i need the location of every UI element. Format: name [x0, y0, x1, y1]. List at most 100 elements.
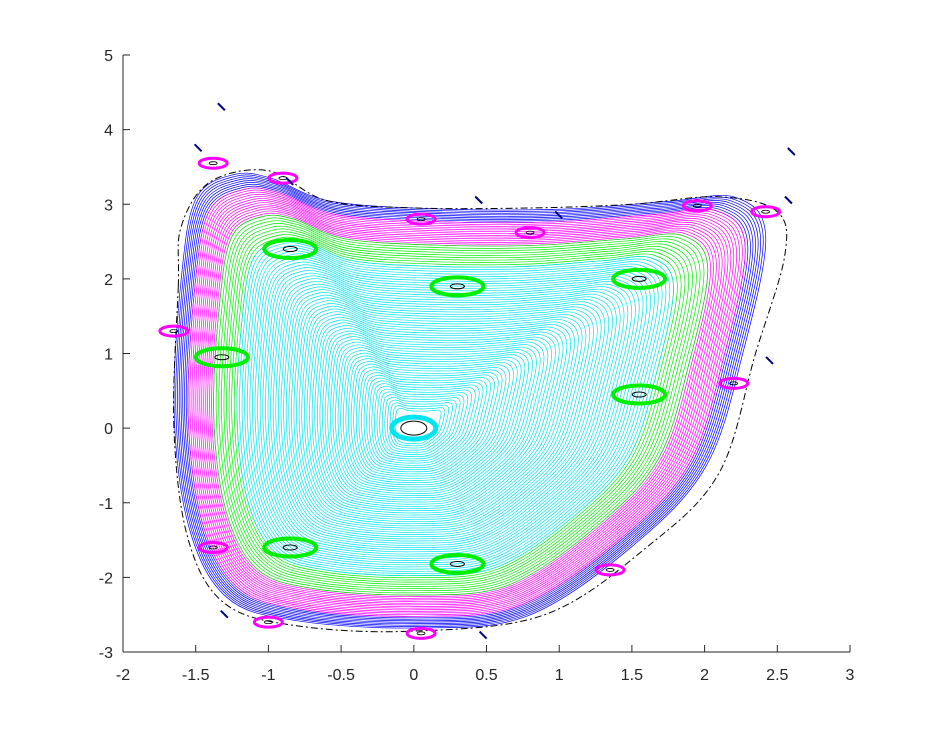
resonance-island-center	[214, 354, 230, 361]
resonance_band-curve	[220, 223, 697, 589]
resonance_band-curve	[213, 214, 709, 596]
inner_core-curve	[332, 341, 533, 496]
outer-island-center	[208, 161, 218, 166]
outer-island	[405, 626, 437, 640]
inner_core-curve	[246, 250, 659, 568]
outer_layer-curve	[197, 198, 732, 609]
x-tick-label: 0.5	[475, 667, 497, 684]
y-tick-label: 2	[104, 272, 113, 289]
tiny-island-mark	[784, 195, 793, 205]
outer-island-center	[416, 631, 426, 636]
inner_core-curve	[309, 316, 568, 516]
outer-island	[681, 199, 713, 213]
inner_core-curve	[278, 283, 613, 542]
outer_layer-curve	[207, 208, 717, 601]
x-tick-label: 2.5	[766, 667, 788, 684]
center-fixed-point	[400, 420, 428, 436]
inner_core-curve	[345, 355, 514, 486]
x-axis-ticks: -2 -1.5 -1 -0.5 0 0.5 1 1.5 2 2.5 3	[116, 645, 855, 684]
x-tick-label: 0	[409, 667, 418, 684]
inner_core-curve	[387, 399, 453, 451]
inner_core-curve	[384, 396, 457, 453]
inner_core-curve	[293, 300, 591, 529]
x-tick-label: -0.5	[327, 667, 355, 684]
inner_core-curve	[381, 394, 461, 455]
inner_core-curve	[306, 314, 571, 518]
outer_layer-curve	[187, 187, 746, 617]
inner_core-curve	[239, 242, 671, 574]
outer-island	[514, 226, 546, 240]
outer_layer-curve	[211, 212, 711, 598]
x-tick-label: -1	[261, 667, 275, 684]
outer-island-center	[208, 545, 218, 550]
resonance_band-curve	[223, 225, 693, 587]
inner_core-curve	[329, 338, 537, 499]
resonance-island-center	[631, 275, 647, 282]
boundary_layer-curve	[177, 176, 761, 626]
y-tick-label: 1	[104, 347, 113, 364]
tiny-island-mark	[474, 195, 483, 205]
inner_core-curve	[241, 245, 667, 572]
boundary_layer-curve	[182, 182, 754, 622]
x-tick-label: 2	[700, 667, 709, 684]
outer-island	[594, 563, 626, 577]
tiny-island-mark	[554, 210, 563, 220]
boundary_layer-curve	[175, 174, 764, 627]
resonance_band-curve	[215, 217, 705, 594]
tiny-island-mark	[787, 147, 796, 156]
outer-island	[197, 541, 229, 555]
outer-island-center	[416, 217, 426, 222]
inner_core-curve	[324, 333, 545, 503]
x-tick-label: -1.5	[182, 667, 210, 684]
tiny-island-mark	[220, 609, 229, 619]
y-tick-label: 3	[104, 197, 113, 214]
y-tick-label: 5	[104, 48, 113, 65]
outer_layer-curve	[205, 206, 720, 603]
inner_core-curve	[311, 319, 564, 514]
inner_core-curve	[275, 280, 617, 544]
resonance-island	[262, 536, 319, 559]
y-axis-ticks: -3 -2 -1 0 1 2 3 4 5	[99, 48, 130, 662]
inner_core-curve	[283, 289, 606, 538]
boundary_layer-curve	[180, 180, 756, 623]
inner_core-curve	[314, 322, 560, 512]
tiny-island-mark	[285, 177, 294, 186]
outer-island	[405, 212, 437, 226]
inner_core-curve	[319, 327, 552, 507]
boundary_layer-curves	[173, 172, 767, 629]
inner_core-curve	[267, 272, 629, 550]
inner_core-curve	[265, 269, 632, 553]
x-tick-label: 3	[846, 667, 855, 684]
outer_layer-curve	[199, 200, 729, 607]
y-tick-label: 4	[104, 123, 113, 140]
outer-island	[750, 205, 782, 219]
outer-island	[158, 324, 190, 338]
inner_core-curve	[348, 358, 511, 483]
inner_core-curve	[394, 407, 442, 444]
y-tick-label: -2	[99, 570, 113, 587]
x-tick-label: -2	[116, 667, 130, 684]
center-ring	[389, 414, 439, 442]
resonance-island-center	[449, 560, 465, 567]
inner_core-curve	[252, 256, 651, 563]
inner_core-curve	[303, 311, 575, 520]
inner_core-curve	[376, 388, 469, 460]
resonance-island	[611, 267, 668, 290]
outer-island	[197, 156, 229, 170]
outer-island-center	[605, 568, 615, 572]
inner_core-curve	[327, 336, 541, 501]
outer-island-center	[169, 329, 179, 334]
tiny-island-mark	[193, 143, 203, 152]
boundary_layer-curve	[178, 178, 759, 625]
outer-island-center	[692, 203, 702, 208]
inner_core-curve	[280, 286, 610, 540]
inner_core-curve	[389, 402, 450, 449]
inner_core-curve	[353, 363, 503, 479]
outer_layer-curve	[195, 195, 735, 611]
boundary_layer-curve	[173, 172, 767, 629]
inner_core-curve	[322, 330, 549, 505]
x-tick-label: 1	[555, 667, 564, 684]
outer_layer-curve	[193, 193, 737, 612]
